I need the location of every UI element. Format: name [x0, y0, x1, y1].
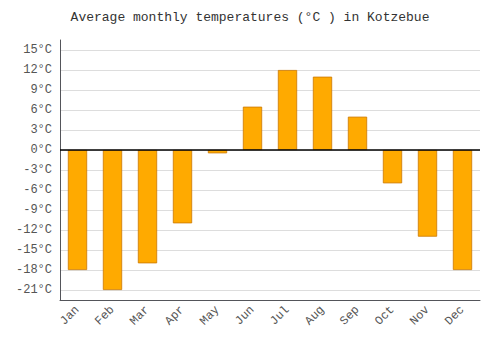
svg-text:Average monthly temperatures (: Average monthly temperatures (°C ) in Ko… [71, 10, 430, 25]
svg-text:-15°C: -15°C [16, 243, 52, 257]
svg-text:Dec: Dec [442, 303, 467, 328]
svg-text:0°C: 0°C [30, 143, 52, 157]
svg-text:Mar: Mar [127, 303, 152, 328]
svg-text:Jan: Jan [57, 303, 82, 328]
svg-text:12°C: 12°C [23, 63, 52, 77]
svg-text:May: May [197, 303, 222, 328]
svg-text:3°C: 3°C [30, 123, 52, 137]
svg-text:9°C: 9°C [30, 83, 52, 97]
svg-text:Jun: Jun [232, 303, 257, 328]
svg-text:Apr: Apr [162, 303, 187, 328]
svg-text:Nov: Nov [407, 303, 432, 328]
svg-text:-6°C: -6°C [23, 183, 52, 197]
svg-text:-21°C: -21°C [16, 283, 52, 297]
svg-text:15°C: 15°C [23, 43, 52, 57]
svg-text:Aug: Aug [302, 303, 327, 328]
svg-text:Sep: Sep [337, 303, 362, 328]
svg-text:6°C: 6°C [30, 103, 52, 117]
svg-text:Feb: Feb [92, 303, 117, 328]
svg-text:-12°C: -12°C [16, 223, 52, 237]
svg-text:-9°C: -9°C [23, 203, 52, 217]
svg-text:Jul: Jul [267, 303, 292, 328]
svg-text:Oct: Oct [372, 303, 397, 328]
svg-text:-3°C: -3°C [23, 163, 52, 177]
svg-text:-18°C: -18°C [16, 263, 52, 277]
